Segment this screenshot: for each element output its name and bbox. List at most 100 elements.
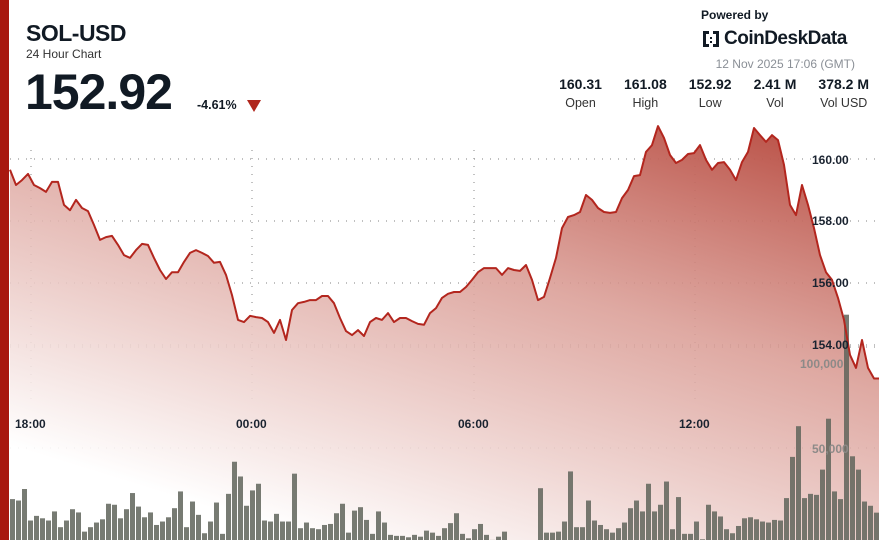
price-change: -4.61%	[197, 98, 237, 112]
volume-bar	[22, 489, 27, 540]
volume-bar	[826, 418, 831, 540]
volume-bar	[862, 501, 867, 540]
volume-bar	[874, 512, 879, 540]
volume-bar	[220, 533, 225, 540]
volume-bar	[382, 522, 387, 540]
volume-bar	[478, 523, 483, 540]
volume-bar	[682, 533, 687, 540]
volume-bar	[472, 529, 477, 540]
volume-bar	[106, 503, 111, 540]
volume-bar	[214, 502, 219, 540]
volume-bar	[622, 522, 627, 540]
volume-bar	[694, 521, 699, 540]
volume-bar	[232, 461, 237, 540]
volume-bar	[496, 536, 501, 540]
volume-bar	[454, 513, 459, 540]
volume-bar	[82, 531, 87, 540]
volume-bar	[616, 528, 621, 540]
volume-bar	[274, 513, 279, 540]
volume-bar	[238, 476, 243, 540]
volume-bar	[586, 500, 591, 540]
volume-bar	[844, 314, 849, 540]
axis-labels: 160.00 158.00 156.00 154.00 100,000 50,0…	[15, 153, 849, 456]
volume-bar	[178, 491, 183, 540]
volume-bar	[196, 514, 201, 540]
volume-bar	[166, 517, 171, 540]
volume-bar	[406, 537, 411, 540]
x-tick-label: 00:00	[236, 417, 267, 431]
stats-row: 160.31 Open 161.08 High 152.92 Low 2.41 M Vo…	[537, 76, 869, 110]
volume-bar	[124, 509, 129, 540]
x-tick-label: 18:00	[15, 417, 46, 431]
volume-tick-label: 100,000	[800, 357, 844, 371]
volume-bar	[202, 533, 207, 540]
volume-bar	[556, 531, 561, 540]
volume-bar	[298, 528, 303, 540]
y-tick-label: 158.00	[812, 214, 849, 228]
volume-bar	[646, 483, 651, 540]
stat-high: 161.08 High	[624, 76, 667, 110]
volume-bar	[550, 532, 555, 540]
stat-open: 160.31 Open	[559, 76, 602, 110]
down-arrow-icon	[247, 100, 261, 112]
volume-bar	[502, 531, 507, 540]
volume-bar	[160, 521, 165, 540]
volume-bar	[142, 517, 147, 540]
stat-value: 160.31	[559, 76, 602, 92]
stat-value: 378.2 M	[818, 76, 869, 92]
volume-bar	[136, 506, 141, 540]
volume-bar	[70, 509, 75, 540]
volume-bar	[286, 521, 291, 540]
volume-bar	[730, 533, 735, 540]
volume-bar	[796, 426, 801, 540]
volume-bar	[226, 493, 231, 540]
powered-by-label: Powered by	[701, 8, 769, 22]
volume-bar	[172, 508, 177, 540]
volume-bar	[430, 532, 435, 540]
volume-bar	[418, 536, 423, 540]
volume-bar	[814, 494, 819, 540]
volume-bar	[424, 530, 429, 540]
y-tick-label: 154.00	[812, 338, 849, 352]
volume-bars	[10, 314, 879, 540]
volume-bar	[736, 525, 741, 540]
accent-bar	[0, 0, 9, 540]
volume-bar	[832, 491, 837, 540]
volume-bar	[754, 519, 759, 540]
volume-bar	[712, 511, 717, 540]
volume-bar	[316, 529, 321, 540]
volume-bar	[268, 521, 273, 540]
volume-bar	[604, 529, 609, 540]
volume-bar	[262, 520, 267, 540]
volume-bar	[370, 533, 375, 540]
volume-bar	[850, 456, 855, 540]
chart-subtitle: 24 Hour Chart	[26, 47, 102, 61]
volume-bar	[148, 512, 153, 540]
volume-bar	[322, 524, 327, 540]
volume-bar	[436, 535, 441, 540]
volume-bar	[778, 520, 783, 540]
volume-bar	[184, 527, 189, 540]
volume-bar	[640, 511, 645, 540]
volume-bar	[802, 498, 807, 540]
volume-bar	[544, 532, 549, 540]
volume-bar	[394, 535, 399, 540]
stat-vol: 2.41 M Vol	[754, 76, 797, 110]
volume-bar	[256, 483, 261, 540]
volume-bar	[580, 527, 585, 540]
volume-bar	[598, 524, 603, 540]
volume-bar	[724, 529, 729, 540]
volume-bar	[868, 505, 873, 540]
volume-bar	[808, 493, 813, 540]
volume-bar	[838, 499, 843, 540]
x-tick-label: 12:00	[679, 417, 710, 431]
volume-bar	[562, 521, 567, 540]
price-area-fill	[10, 126, 879, 540]
stat-label: Vol	[766, 96, 784, 110]
volume-bar	[364, 519, 369, 540]
volume-bar	[130, 493, 135, 540]
volume-bar	[442, 528, 447, 540]
page-title: SOL-USD	[26, 20, 127, 46]
price-line	[9, 125, 879, 380]
volume-bar	[688, 533, 693, 540]
